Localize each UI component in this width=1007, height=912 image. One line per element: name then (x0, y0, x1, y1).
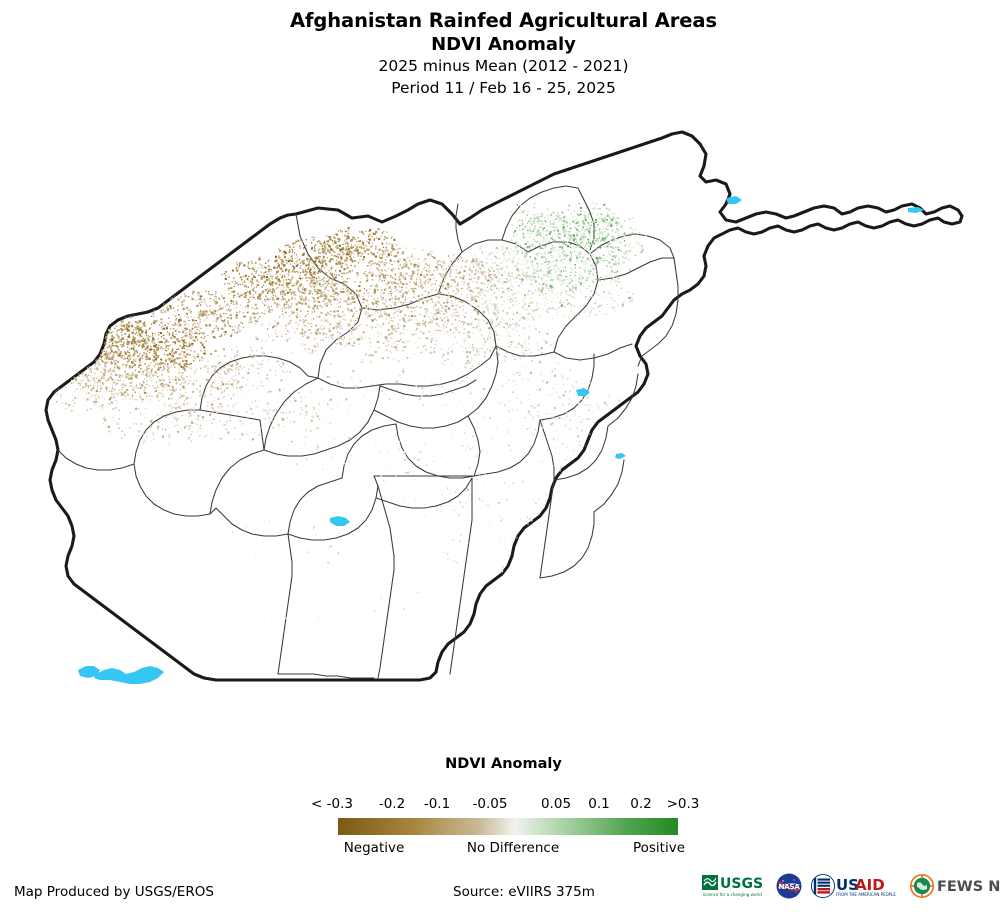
province-border (597, 257, 675, 281)
province-border (473, 419, 541, 477)
logo-strip: USGS science for a changing world NASA U… (702, 868, 1001, 904)
province-border (379, 379, 477, 397)
province-border (57, 449, 135, 471)
province-border (455, 203, 463, 253)
province-border (449, 477, 473, 675)
map-period: Period 11 / Feb 16 - 25, 2025 (391, 79, 616, 97)
province-border (539, 419, 555, 481)
province-border (467, 415, 481, 477)
legend-tick-2: -0.1 (423, 796, 451, 812)
province-border (501, 185, 579, 241)
legend-category-2: Positive (632, 840, 686, 856)
lake-water-small (330, 516, 350, 526)
province-border (593, 459, 625, 513)
province-border (607, 373, 639, 427)
river-water-wakhan (908, 207, 924, 213)
map-baseline: 2025 minus Mean (2012 - 2021) (378, 57, 629, 75)
province-border (133, 409, 265, 465)
usgs-logo[interactable]: USGS science for a changing world (702, 873, 768, 899)
province-border (209, 449, 265, 515)
legend-color-ramp (338, 818, 678, 835)
legend-category-labels: Negative No Difference Positive (0, 840, 1007, 860)
province-border (287, 477, 343, 535)
province-border (277, 673, 375, 679)
map-canvas[interactable] (0, 118, 1007, 738)
province-border (467, 345, 499, 417)
legend-tick-labels: < -0.3 -0.2 -0.1 -0.05 0.05 0.1 0.2 >0.3 (0, 796, 1007, 814)
data-source: Source: eVIIRS 375m (453, 884, 595, 900)
map-subtitle: NDVI Anomaly (431, 34, 576, 55)
province-border (199, 355, 319, 411)
province-border (317, 345, 497, 389)
map-credit: Map Produced by USGS/EROS (14, 884, 214, 900)
river-water-east (576, 388, 590, 396)
legend-category-1: No Difference (466, 840, 560, 856)
province-border (375, 477, 473, 509)
legend-tick-0: < -0.3 (311, 796, 353, 812)
province-border (133, 463, 211, 517)
legend-tick-6: 0.2 (630, 796, 652, 812)
page-title: Afghanistan Rainfed Agricultural Areas (290, 9, 717, 32)
province-border (373, 409, 469, 429)
province-border (295, 213, 363, 379)
map-legend: NDVI Anomaly < -0.3 -0.2 -0.1 -0.05 0.05 0.1 0… (0, 755, 1007, 856)
province-border (539, 479, 555, 579)
legend-tick-4: 0.05 (540, 796, 572, 812)
province-border (377, 485, 395, 679)
province-border (209, 507, 289, 537)
usaid-logo[interactable]: US AID FROM THE AMERICAN PEOPLE (810, 873, 902, 899)
hamun-lake-water-2 (78, 666, 100, 678)
footer: Map Produced by USGS/EROS Source: eVIIRS… (0, 873, 1007, 912)
province-border (589, 233, 675, 259)
legend-tick-7: >0.3 (666, 796, 700, 812)
province-border (553, 425, 609, 481)
title-block: Afghanistan Rainfed Agricultural Areas N… (0, 0, 1007, 99)
legend-tick-3: -0.05 (472, 796, 508, 812)
province-border (263, 377, 319, 451)
legend-tick-5: 0.1 (588, 796, 610, 812)
legend-tick-1: -0.2 (378, 796, 406, 812)
afghanistan-map[interactable] (0, 118, 1007, 738)
nasa-logo[interactable]: NASA (775, 872, 803, 900)
water-bodies-group (78, 196, 924, 684)
river-water-north (726, 196, 742, 204)
province-border (277, 533, 293, 675)
river-water-kabul (615, 453, 626, 459)
province-border (637, 257, 679, 367)
legend-title: NDVI Anomaly (445, 756, 562, 772)
province-border (539, 353, 595, 421)
legend-category-0: Negative (343, 840, 405, 856)
hamun-lake-water (94, 666, 164, 684)
fewsnet-logo[interactable]: FEWS NET (909, 873, 1001, 899)
province-border (539, 511, 595, 579)
